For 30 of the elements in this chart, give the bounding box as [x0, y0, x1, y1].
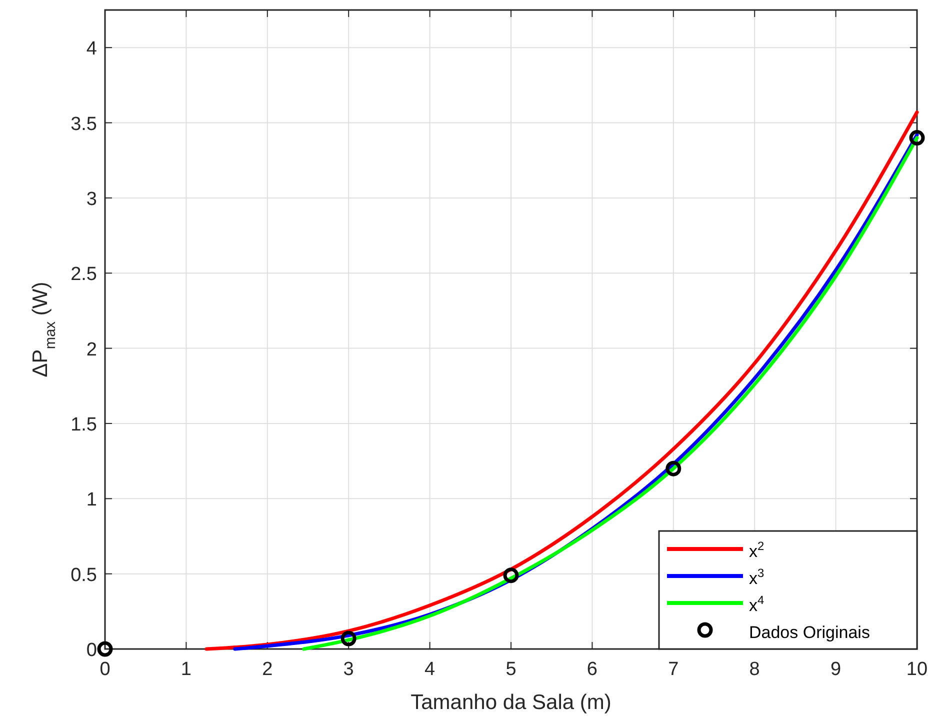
x-tick-label: 8	[749, 659, 760, 680]
legend-label: x$^{2}$	[749, 539, 764, 561]
x-axis-title: Tamanho da Sala (m)	[410, 691, 612, 714]
y-tick-label: 3.5	[70, 114, 97, 135]
x-tick-label: 1	[180, 659, 192, 680]
y-tick-label: 4	[86, 38, 98, 60]
x-tick-label: 7	[668, 659, 679, 680]
x-tick-label: 6	[586, 659, 598, 680]
legend-label: x$^{4}$	[749, 593, 764, 615]
x-tick-label: 4	[424, 659, 436, 680]
point	[909, 130, 925, 146]
y-tick-label: 2	[86, 339, 97, 360]
point	[503, 568, 519, 584]
point	[97, 641, 113, 657]
point	[666, 460, 682, 476]
x-tick-label: 10	[906, 659, 928, 680]
x-tick-label: 5	[506, 659, 516, 680]
x-tick-label: 0	[100, 659, 110, 680]
point	[340, 630, 356, 646]
y-tick-label: 2.5	[70, 264, 97, 286]
y-tick-label: 1	[86, 490, 97, 511]
x-tick-label: 9	[830, 659, 842, 680]
y-tick-label: 0.5	[70, 564, 97, 586]
legend-label: Dados Originais	[749, 623, 870, 642]
x-tick-label: 3	[343, 659, 354, 680]
y-tick-label: 1.5	[70, 414, 97, 436]
y-tick-label: 3	[86, 188, 97, 210]
legend-label: x$^{3}$	[749, 566, 764, 588]
x-tick-label: 2	[262, 659, 273, 680]
y-tick-label: 0	[86, 640, 97, 661]
